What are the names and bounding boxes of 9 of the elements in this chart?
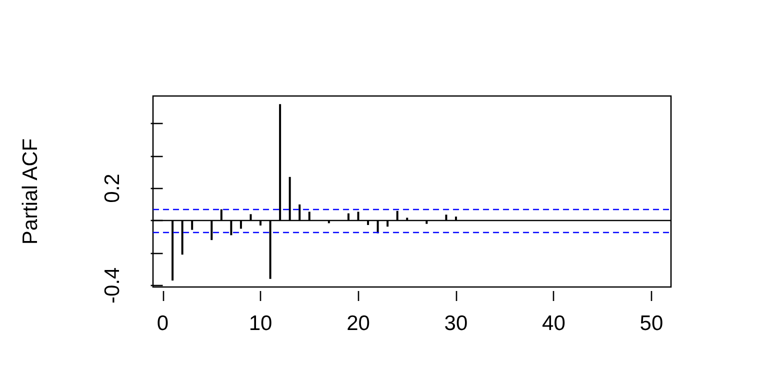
x-tick-label: 50 — [640, 312, 664, 335]
y-tick-label: -0.4 — [101, 266, 124, 304]
x-tick-label: 10 — [248, 312, 272, 335]
x-tick-label: 20 — [346, 312, 370, 335]
y-tick-label: 0.2 — [101, 174, 124, 203]
x-tick-label: 40 — [542, 312, 566, 335]
y-axis-title: Partial ACF — [19, 138, 42, 245]
x-tick-label: 30 — [444, 312, 468, 335]
x-tick-label: 0 — [156, 312, 169, 335]
